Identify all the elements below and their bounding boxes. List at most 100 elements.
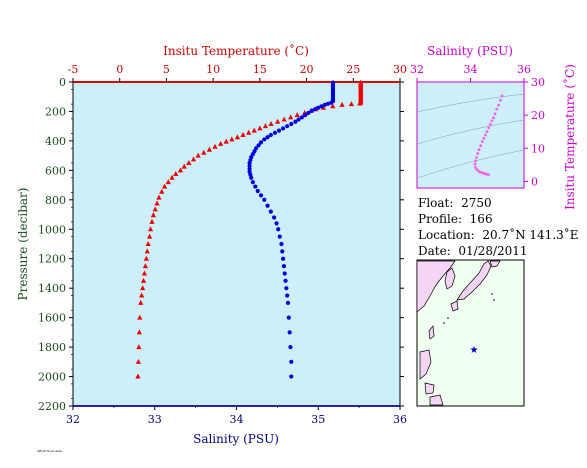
top-x-tick-label: 0 — [116, 63, 123, 76]
salinity-point — [247, 163, 252, 169]
temperature-point — [288, 114, 294, 120]
salinity-point — [289, 359, 294, 364]
salinity-point — [293, 119, 298, 124]
salinity-point — [303, 113, 308, 118]
salinity-point — [285, 293, 290, 298]
temperature-point — [218, 140, 224, 146]
y-tick-label: 200 — [45, 105, 66, 118]
ts-point — [499, 98, 502, 102]
salinity-point — [325, 101, 331, 106]
ts-point — [490, 119, 494, 123]
land-taiwan — [428, 325, 435, 340]
top-axis-label: Insitu Temperature (˚C) — [163, 43, 309, 58]
salinity-point — [329, 100, 334, 105]
salinity-point — [285, 300, 291, 306]
temperature-point — [294, 112, 300, 118]
ts-y-tick-label: 20 — [531, 109, 545, 122]
temperature-point — [139, 292, 145, 298]
temperature-point — [144, 248, 150, 254]
temperature-point — [147, 233, 153, 239]
temperature-point — [138, 299, 144, 305]
salinity-point — [280, 256, 286, 261]
location-info: Location: 20.7˚N 141.3˚E — [418, 228, 579, 242]
temperature-point — [195, 152, 201, 158]
salinity-point — [247, 160, 252, 166]
salinity-point — [306, 110, 311, 116]
temperature-point — [169, 174, 175, 180]
temperature-point — [135, 358, 141, 364]
salinity-point — [280, 249, 285, 254]
temperature-point — [339, 101, 345, 107]
temperature-point — [320, 104, 326, 110]
temperature-point — [156, 194, 162, 200]
temperature-point — [246, 129, 252, 135]
date-value: 01/28/2011 — [458, 244, 528, 258]
temperature-point — [229, 136, 235, 142]
temperature-point — [140, 277, 147, 283]
temperature-point — [149, 218, 155, 224]
salinity-point — [296, 117, 301, 122]
temperature-point — [234, 134, 241, 140]
temperature-point — [357, 100, 363, 106]
bottom-x-tick-label: 33 — [148, 413, 162, 426]
ts-point — [476, 152, 480, 155]
salinity-point — [280, 126, 286, 131]
salinity-point — [282, 271, 287, 276]
top-x-tick-label: 10 — [206, 63, 220, 76]
y-tick-label: 1200 — [38, 253, 66, 266]
salinity-point — [284, 286, 289, 291]
salinity-point — [268, 132, 273, 138]
salinity-point — [322, 102, 327, 107]
temperature-point — [201, 149, 207, 155]
main-plot-area — [72, 81, 401, 407]
temperature-point — [212, 143, 218, 149]
float-info: Float: 2750 — [418, 196, 492, 210]
temperature-point — [257, 125, 263, 131]
ts-y-tick-label: 10 — [531, 142, 545, 155]
temperature-point — [137, 314, 143, 320]
salinity-point — [289, 121, 294, 127]
bottom-x-tick-label: 36 — [393, 413, 407, 426]
temperature-point — [240, 132, 246, 138]
temperature-point — [190, 156, 197, 162]
temperature-point — [281, 116, 287, 122]
temperature-point — [141, 270, 148, 276]
islet — [493, 299, 495, 301]
salinity-point — [262, 197, 267, 202]
land-luzon — [419, 349, 432, 380]
temperature-point — [173, 171, 179, 177]
temperature-point — [150, 212, 156, 218]
land-korea — [444, 267, 456, 290]
ts-point — [482, 136, 486, 140]
ts-axis-ticks: 32 34 36 0 10 20 30 — [410, 63, 545, 188]
top-x-tick-label: 20 — [300, 63, 314, 76]
salinity-point — [309, 108, 314, 113]
top-x-tick-label: 5 — [163, 63, 170, 76]
profile-info: Profile: 166 — [418, 212, 493, 226]
ts-point — [480, 140, 484, 144]
salinity-point — [299, 115, 304, 120]
y-tick-label: 0 — [59, 76, 66, 89]
temperature-point — [152, 206, 158, 212]
ts-density-contours — [416, 93, 525, 179]
temperature-point — [159, 188, 165, 194]
ts-point — [473, 162, 477, 166]
land-mindanao — [429, 394, 444, 406]
location-map: ★ — [416, 259, 525, 407]
salinity-point — [287, 330, 292, 335]
bottom-axis-label: Salinity (PSU) — [193, 432, 279, 446]
salinity-point — [279, 241, 284, 247]
temperature-point — [348, 101, 355, 107]
land-japan-hokkaido — [489, 260, 501, 268]
temperature-point — [147, 226, 154, 232]
ts-point — [484, 133, 487, 137]
ts-point — [479, 144, 483, 148]
temperature-point — [330, 103, 336, 109]
salinity-point — [286, 315, 291, 320]
land-kyushu — [450, 300, 459, 312]
temperature-point — [136, 344, 142, 350]
salinity-point — [289, 374, 294, 379]
y-tick-label: 800 — [45, 194, 66, 207]
salinity-point — [274, 221, 279, 226]
